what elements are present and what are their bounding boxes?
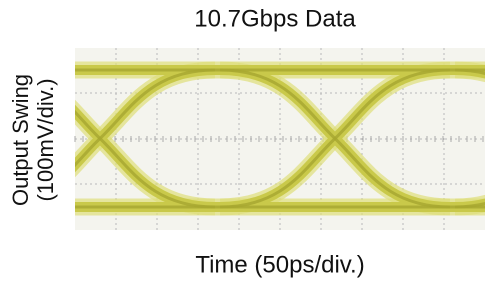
y-axis-label-line: (100mV/div.)	[33, 78, 58, 201]
chart-title: 10.7Gbps Data	[194, 5, 356, 32]
x-axis-label: Time (50ps/div.)	[195, 251, 364, 278]
y-axis-label-line: Output Swing	[8, 74, 33, 206]
y-axis-label: Output Swing (100mV/div.)	[8, 74, 58, 206]
chart: 10.7Gbps Data Output Swing (100mV/div.) …	[0, 0, 485, 291]
page: {"chart_data": {"type": "eye", "title": …	[0, 0, 485, 291]
